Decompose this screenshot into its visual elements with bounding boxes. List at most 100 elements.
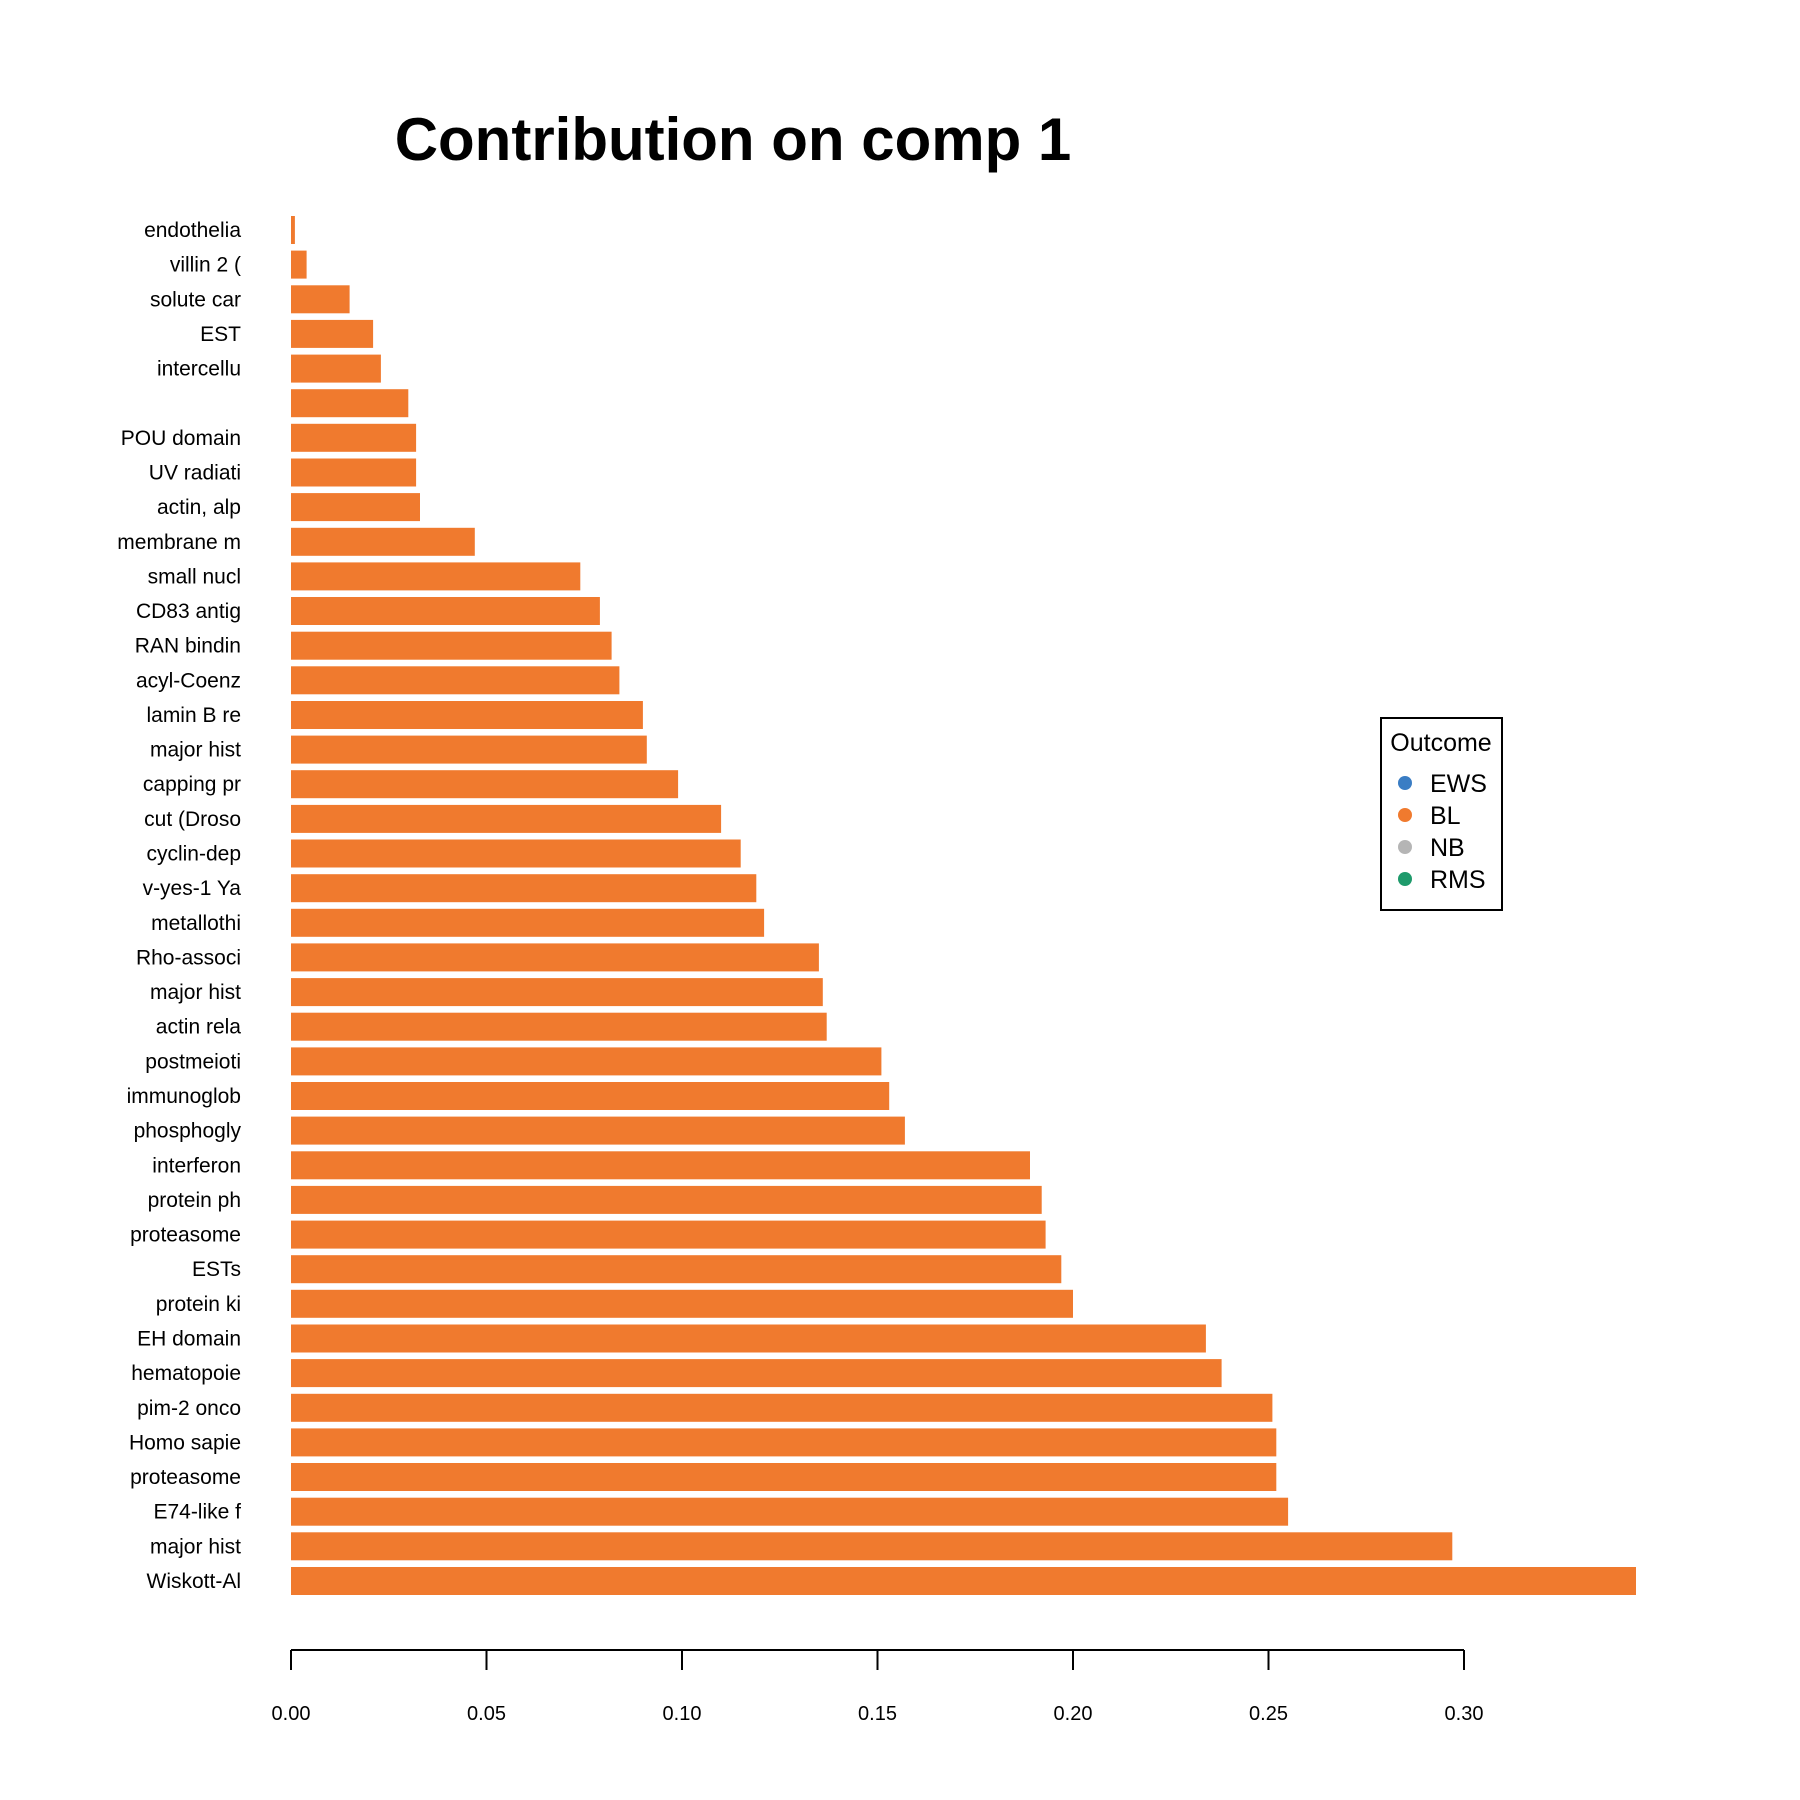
category-label: hematopoie [131, 1362, 241, 1385]
category-label: CD83 antig [136, 600, 241, 623]
bar [291, 943, 819, 972]
category-label: UV radiati [149, 462, 241, 485]
bar [291, 631, 612, 660]
x-tick-label: 0.10 [663, 1703, 702, 1725]
category-label: actin, alp [157, 496, 241, 519]
legend-marker [1398, 808, 1412, 822]
legend-label: EWS [1430, 770, 1487, 798]
category-label: cut (Droso [144, 808, 241, 831]
category-label: proteasome [130, 1466, 241, 1489]
chart-title: Contribution on comp 1 [395, 106, 1072, 173]
bar [291, 735, 647, 764]
bar [291, 978, 823, 1007]
x-tick-label: 0.00 [272, 1703, 311, 1725]
bar [291, 1151, 1030, 1180]
category-label: intercellu [157, 358, 241, 381]
bars-group [291, 216, 1636, 1595]
bar [291, 804, 722, 833]
category-label: EH domain [137, 1328, 241, 1351]
bar [291, 527, 475, 556]
category-label: pim-2 onco [137, 1397, 241, 1420]
category-label: RAN bindin [135, 635, 241, 658]
category-label: major hist [150, 1535, 241, 1558]
bar [291, 354, 381, 383]
bar [291, 839, 741, 868]
bar [291, 1116, 905, 1145]
category-label: acyl-Coenz [136, 669, 241, 692]
category-label: EST [200, 323, 241, 346]
legend-marker [1398, 872, 1412, 886]
category-label: E74-like f [153, 1501, 241, 1524]
bar [291, 666, 620, 695]
legend-label: RMS [1430, 866, 1486, 894]
bar [291, 1428, 1277, 1457]
bar [291, 1463, 1277, 1491]
bar [291, 1532, 1453, 1561]
x-axis: 0.00 0.05 0.10 0.15 0.20 0.25 0.30 [272, 1649, 1483, 1725]
category-label: protein ki [156, 1293, 241, 1316]
bar [291, 389, 409, 418]
bar [291, 908, 765, 937]
bar [291, 1359, 1222, 1388]
category-label: v-yes-1 Ya [143, 877, 242, 900]
bar [291, 1220, 1046, 1249]
legend-marker [1398, 840, 1412, 854]
category-label: cyclin-dep [146, 843, 241, 866]
bar [291, 1012, 827, 1041]
category-label: metallothi [151, 912, 241, 935]
category-label: proteasome [130, 1224, 241, 1247]
bar [291, 458, 417, 487]
category-label: immunoglob [127, 1085, 241, 1108]
category-label: major hist [150, 739, 241, 762]
legend-box [1380, 717, 1503, 911]
legend-label: NB [1430, 834, 1465, 862]
category-label: protein ph [148, 1189, 241, 1212]
x-tick-label: 0.05 [467, 1703, 506, 1725]
bar [291, 1497, 1289, 1526]
category-label: lamin B re [146, 704, 241, 727]
bar [291, 597, 600, 625]
bar [291, 874, 757, 903]
category-label: phosphogly [134, 1120, 242, 1143]
category-label: Wiskott-Al [147, 1570, 242, 1593]
legend-marker [1398, 776, 1412, 790]
category-label: POU domain [121, 427, 241, 450]
legend-title: Outcome [1390, 729, 1491, 757]
category-label: Rho-associ [136, 946, 241, 969]
category-label: villin 2 ( [170, 254, 241, 277]
category-label: ESTs [192, 1258, 241, 1281]
bar [291, 250, 307, 279]
bar [291, 1185, 1042, 1214]
bar [291, 1567, 1636, 1595]
bar [291, 423, 417, 452]
legend-entries: EWS BL NB RMS [1398, 770, 1487, 894]
category-label: Homo sapie [129, 1431, 241, 1454]
legend: Outcome EWS BL NB RMS [1380, 717, 1503, 911]
category-label: interferon [152, 1154, 241, 1177]
category-label: major hist [150, 981, 241, 1004]
category-label: membrane m [117, 531, 241, 554]
category-label: postmeioti [145, 1050, 241, 1073]
bar [291, 319, 374, 348]
bar [291, 1324, 1206, 1353]
category-labels-group: endothelia villin 2 ( solute car EST interce… [117, 219, 241, 1593]
bar [291, 1047, 882, 1076]
bar [291, 770, 679, 799]
category-label: endothelia [144, 219, 241, 242]
bar [291, 1393, 1273, 1422]
category-label: solute car [150, 288, 241, 311]
bar [291, 1082, 890, 1110]
bar [291, 562, 581, 591]
legend-label: BL [1430, 802, 1461, 830]
x-tick-label: 0.25 [1249, 1703, 1288, 1725]
bar [291, 216, 295, 244]
category-label: actin rela [156, 1016, 242, 1039]
bar [291, 701, 643, 729]
bar [291, 285, 350, 314]
bar [291, 1255, 1062, 1284]
x-tick-label: 0.20 [1054, 1703, 1093, 1725]
category-label: capping pr [143, 773, 241, 796]
x-tick-label: 0.15 [858, 1703, 897, 1725]
bar [291, 493, 420, 522]
